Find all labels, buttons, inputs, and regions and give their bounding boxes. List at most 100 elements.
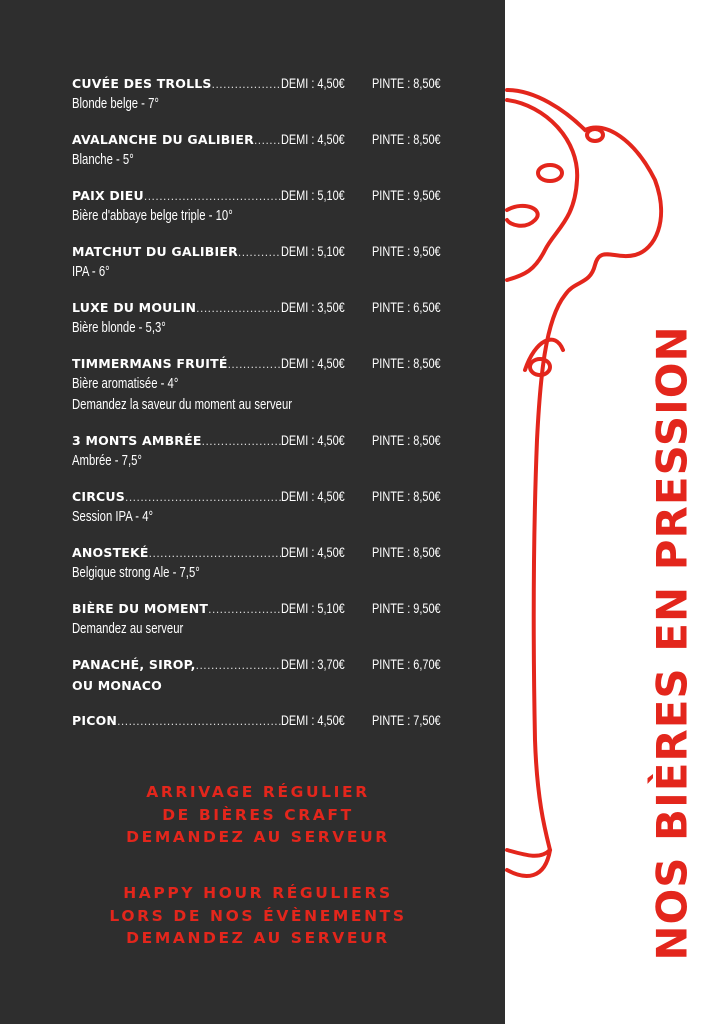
pinte-price-cell: PINTE : 8,50€ (372, 486, 444, 507)
menu-item: PAIX DIEU DEMI : 5,10€ PINTE : 9,50€ Biè… (72, 185, 444, 227)
pinte-price-cell: PINTE : 8,50€ (372, 542, 444, 563)
beer-name: TIMMERMANS FRUITÉ (72, 356, 228, 371)
demi-price: DEMI : 5,10€ (281, 243, 345, 259)
tap-notch (505, 203, 540, 228)
menu-item-line: CUVÉE DES TROLLS DEMI : 4,50€ PINTE : 8,… (72, 73, 444, 94)
pinte-price-cell: PINTE : 8,50€ (372, 430, 444, 451)
craft-notice: ARRIVAGE RÉGULIER DE BIÈRES CRAFT DEMAND… (0, 781, 516, 849)
menu-item: TIMMERMANS FRUITÉ DEMI : 4,50€ PINTE : 8… (72, 353, 444, 416)
beer-tap-icon (505, 88, 664, 878)
pinte-price-cell: PINTE : 8,50€ (372, 129, 444, 150)
beer-name: CIRCUS (72, 489, 125, 504)
demi-price-cell: DEMI : 4,50€ (281, 353, 372, 374)
menu-item-line: BIÈRE DU MOMENT DEMI : 5,10€ PINTE : 9,5… (72, 598, 444, 619)
pinte-price: PINTE : 8,50€ (372, 488, 441, 504)
menu-item: BIÈRE DU MOMENT DEMI : 5,10€ PINTE : 9,5… (72, 598, 444, 640)
demi-price: DEMI : 3,70€ (281, 656, 345, 672)
tap-hole (536, 163, 564, 183)
dot-leader (196, 655, 281, 676)
pinte-price-cell: PINTE : 6,70€ (372, 654, 444, 675)
beer-description: Blanche - 5° (72, 152, 134, 168)
demi-price-cell: DEMI : 4,50€ (281, 542, 372, 563)
menu-item: CIRCUS DEMI : 4,50€ PINTE : 8,50€ Sessio… (72, 486, 444, 528)
tap-inner-curve (505, 98, 580, 282)
demi-price-cell: DEMI : 4,50€ (281, 710, 372, 731)
beer-name: BIÈRE DU MOMENT (72, 601, 209, 616)
demi-price: DEMI : 4,50€ (281, 712, 345, 728)
pinte-price-cell: PINTE : 9,50€ (372, 241, 444, 262)
beer-name-continued: OU MONACO (72, 678, 162, 693)
menu-item: 3 MONTS AMBRÉE DEMI : 4,50€ PINTE : 8,50… (72, 430, 444, 472)
beer-description: Ambrée - 7,5° (72, 453, 142, 469)
beer-description: Bière d'abbaye belge triple - 10° (72, 208, 233, 224)
demi-price: DEMI : 3,50€ (281, 299, 345, 315)
beer-description: Demandez au serveur (72, 621, 184, 637)
pinte-price-cell: PINTE : 8,50€ (372, 73, 444, 94)
pinte-price-cell: PINTE : 9,50€ (372, 598, 444, 619)
dot-leader (254, 130, 281, 151)
pinte-price: PINTE : 6,50€ (372, 299, 441, 315)
menu-item: PANACHÉ, SIROP, DEMI : 3,70€ PINTE : 6,7… (72, 654, 444, 696)
demi-price: DEMI : 5,10€ (281, 187, 345, 203)
demi-price: DEMI : 4,50€ (281, 544, 345, 560)
menu-item-line: PICON DEMI : 4,50€ PINTE : 7,50€ (72, 710, 444, 731)
pinte-price: PINTE : 8,50€ (372, 355, 441, 371)
menu-item: LUXE DU MOULIN DEMI : 3,50€ PINTE : 6,50… (72, 297, 444, 339)
demi-price-cell: DEMI : 4,50€ (281, 73, 372, 94)
happy-hour-line: LORS DE NOS ÉVÈNEMENTS (109, 906, 407, 925)
demi-price-cell: DEMI : 5,10€ (281, 185, 372, 206)
pinte-price: PINTE : 8,50€ (372, 131, 441, 147)
menu-item-line: PANACHÉ, SIROP, DEMI : 3,70€ PINTE : 6,7… (72, 654, 444, 675)
dot-leader (144, 186, 281, 207)
pinte-price: PINTE : 7,50€ (372, 712, 441, 728)
beer-name: MATCHUT DU GALIBIER (72, 244, 238, 259)
craft-line: DE BIÈRES CRAFT (162, 805, 354, 824)
beer-name: LUXE DU MOULIN (72, 300, 197, 315)
craft-line: DEMANDEZ AU SERVEUR (126, 828, 390, 846)
happy-hour-line: HAPPY HOUR RÉGULIERS (123, 884, 393, 902)
beer-description: Bière blonde - 5,3° (72, 320, 166, 336)
tap-detail (523, 337, 565, 372)
demi-price: DEMI : 4,50€ (281, 488, 345, 504)
pinte-price: PINTE : 8,50€ (372, 75, 441, 91)
beer-name: AVALANCHE DU GALIBIER (72, 132, 254, 147)
menu-panel (0, 0, 505, 1024)
demi-price: DEMI : 4,50€ (281, 131, 345, 147)
side-title: NOS BIÈRES EN PRESSION (647, 325, 697, 961)
beer-description: Bière aromatisée - 4° (72, 376, 179, 392)
tap-base (505, 848, 552, 858)
beer-description: Session IPA - 4° (72, 509, 154, 525)
menu-item: PICON DEMI : 4,50€ PINTE : 7,50€ (72, 710, 444, 731)
craft-line: ARRIVAGE RÉGULIER (146, 783, 370, 801)
demi-price: DEMI : 4,50€ (281, 75, 345, 91)
beer-description: Demandez la saveur du moment au serveur (72, 397, 293, 413)
dot-leader (196, 298, 281, 319)
tap-hole (528, 357, 552, 377)
pinte-price: PINTE : 8,50€ (372, 432, 441, 448)
beer-name: PANACHÉ, SIROP, (72, 657, 196, 672)
beer-name: PICON (72, 713, 118, 728)
dot-leader (149, 543, 281, 564)
beer-description: IPA - 6° (72, 264, 110, 280)
pinte-price: PINTE : 9,50€ (372, 243, 441, 259)
menu-item-line: PAIX DIEU DEMI : 5,10€ PINTE : 9,50€ (72, 185, 444, 206)
menu-item-line: TIMMERMANS FRUITÉ DEMI : 4,50€ PINTE : 8… (72, 353, 444, 374)
menu-item-line: LUXE DU MOULIN DEMI : 3,50€ PINTE : 6,50… (72, 297, 444, 318)
menu-item-line: CIRCUS DEMI : 4,50€ PINTE : 8,50€ (72, 486, 444, 507)
beer-list: CUVÉE DES TROLLS DEMI : 4,50€ PINTE : 8,… (72, 73, 444, 745)
beer-description: Belgique strong Ale - 7,5° (72, 565, 200, 581)
menu-item-line: ANOSTEKÉ DEMI : 4,50€ PINTE : 8,50€ (72, 542, 444, 563)
beer-name: PAIX DIEU (72, 188, 144, 203)
demi-price-cell: DEMI : 3,50€ (281, 297, 372, 318)
menu-item: CUVÉE DES TROLLS DEMI : 4,50€ PINTE : 8,… (72, 73, 444, 115)
demi-price: DEMI : 5,10€ (281, 600, 345, 616)
menu-item-line: 3 MONTS AMBRÉE DEMI : 4,50€ PINTE : 8,50… (72, 430, 444, 451)
menu-item-line: OU MONACO (72, 675, 444, 696)
dot-leader (208, 599, 281, 620)
pinte-price: PINTE : 8,50€ (372, 544, 441, 560)
beer-description: Blonde belge - 7° (72, 96, 159, 112)
demi-price-cell: DEMI : 5,10€ (281, 241, 372, 262)
pinte-price-cell: PINTE : 9,50€ (372, 185, 444, 206)
happy-hour-notice: HAPPY HOUR RÉGULIERS LORS DE NOS ÉVÈNEME… (0, 882, 516, 950)
pinte-price: PINTE : 9,50€ (372, 187, 441, 203)
